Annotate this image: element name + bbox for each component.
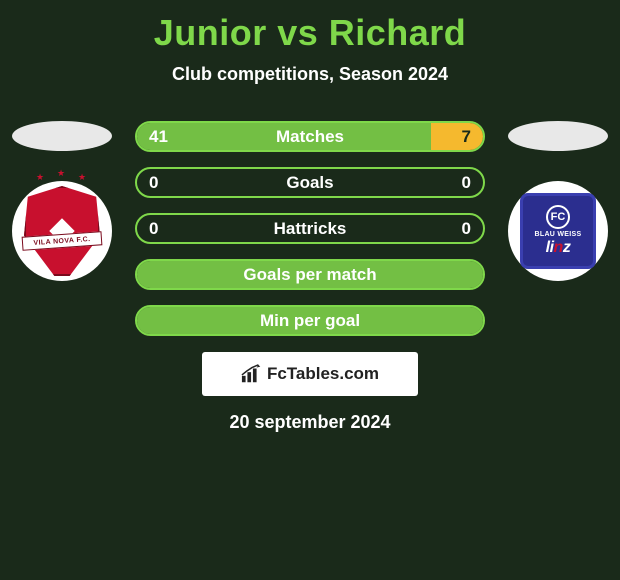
player-right-club-badge: FC BLAU WEISS linz (508, 171, 608, 291)
stat-bar: Min per goal (135, 305, 485, 336)
stat-bar: Hattricks 0 0 (135, 213, 485, 244)
stat-bar: Goals per match (135, 259, 485, 290)
star-icon: ★ (78, 172, 86, 183)
attribution-badge: FcTables.com (202, 352, 418, 396)
player-right-avatar-placeholder (508, 121, 608, 151)
content-area: ★ ★ ★ VILA NOVA F.C. Matches417Goals00Ha… (0, 121, 620, 336)
stat-value-left: 41 (149, 127, 168, 147)
shield-icon (24, 186, 100, 276)
blau-weiss-linz-badge: FC BLAU WEISS linz (508, 181, 608, 281)
page-title: Junior vs Richard (154, 12, 467, 54)
stat-value-right: 0 (462, 173, 471, 193)
stat-value-right: 7 (462, 127, 471, 147)
club-linz-text: linz (546, 239, 571, 257)
comparison-card: Junior vs Richard Club competitions, Sea… (0, 0, 620, 433)
stat-label: Hattricks (274, 219, 347, 239)
stat-bar: Matches 41 7 (135, 121, 485, 152)
stat-value-left: 0 (149, 173, 158, 193)
stat-bar: Goals 0 0 (135, 167, 485, 198)
player-left-club-badge: ★ ★ ★ VILA NOVA F.C. (12, 171, 112, 291)
vila-nova-badge: ★ ★ ★ VILA NOVA F.C. (12, 181, 112, 281)
star-icon: ★ (57, 168, 65, 179)
stat-value-left: 0 (149, 219, 158, 239)
star-icon: ★ (36, 172, 44, 183)
stat-label: Goals per match (243, 265, 376, 285)
stat-label: Goals (286, 173, 333, 193)
player-left-column: ★ ★ ★ VILA NOVA F.C. (7, 121, 117, 291)
stat-right-fill (431, 123, 483, 150)
bar-chart-icon (241, 364, 263, 384)
player-right-column: FC BLAU WEISS linz (503, 121, 613, 291)
stat-value-right: 0 (462, 219, 471, 239)
player-left-avatar-placeholder (12, 121, 112, 151)
stat-label: Min per goal (260, 311, 360, 331)
attribution-text: FcTables.com (267, 364, 379, 384)
stat-label: Matches (276, 127, 344, 147)
stats-column: Matches 41 7 Goals 0 0 Hattricks 0 0 Goals per ma… (135, 121, 485, 336)
club-blau-weiss-text: BLAU WEISS (535, 231, 582, 239)
fc-circle: FC (546, 205, 570, 229)
subtitle: Club competitions, Season 2024 (172, 64, 448, 85)
date-text: 20 september 2024 (229, 412, 390, 433)
